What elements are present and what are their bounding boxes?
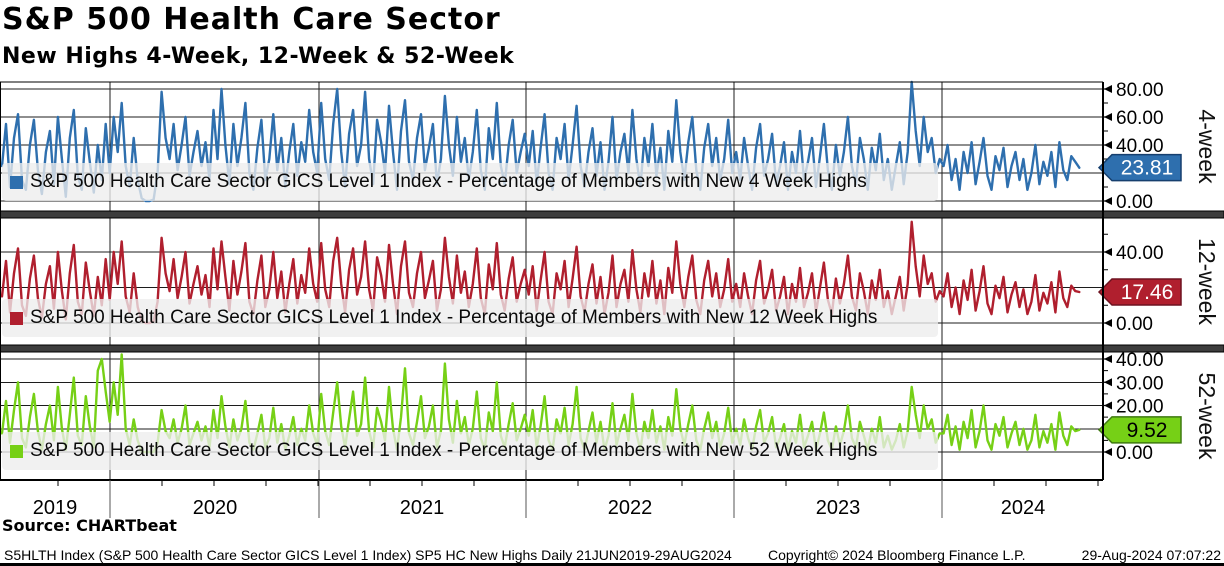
legend-label-52-week: S&P 500 Health Care Sector GICS Level 1 … <box>30 440 878 461</box>
y-axis-tick-label: 20.00 <box>1116 397 1164 418</box>
last-value-label: 9.52 <box>1127 419 1168 442</box>
x-axis-year-label: 2023 <box>816 497 861 519</box>
axis-tick-arrow-icon <box>1104 85 1112 93</box>
axis-tick-arrow-icon <box>1104 448 1112 456</box>
series-line-52-week <box>0 353 1081 454</box>
axis-tick-arrow-icon <box>1104 401 1112 410</box>
y-axis-tick-label: 40.00 <box>1116 136 1164 157</box>
x-axis-year-label: 2019 <box>33 497 78 519</box>
y-axis-tick-label: 0.00 <box>1116 314 1153 335</box>
legend-label-4-week: S&P 500 Health Care Sector GICS Level 1 … <box>30 171 867 192</box>
panel-axis-title: 12-week <box>1194 238 1220 325</box>
y-axis-tick-label: 60.00 <box>1116 108 1164 129</box>
series-line-4-week <box>0 80 1081 203</box>
y-axis-tick-label: 40.00 <box>1116 350 1164 371</box>
copyright-notice: Copyright© 2024 Bloomberg Finance L.P. <box>768 547 1026 563</box>
axis-tick-arrow-icon <box>1104 248 1112 256</box>
timestamp: 29-Aug-2024 07:07:22 <box>1081 547 1221 563</box>
panel-separator <box>0 210 1224 219</box>
axis-tick-arrow-icon <box>1104 319 1112 327</box>
x-axis-year-label: 2024 <box>1001 497 1046 519</box>
panel-separator <box>0 344 1224 353</box>
y-axis-tick-label: 40.00 <box>1116 243 1164 264</box>
axis-tick-arrow-icon <box>1104 197 1112 205</box>
axis-tick-arrow-icon <box>1104 141 1112 149</box>
legend-4-week: S&P 500 Health Care Sector GICS Level 1 … <box>2 163 938 201</box>
page-subtitle: New Highs 4-Week, 12-Week & 52-Week <box>2 44 515 69</box>
security-description: S5HLTH Index (S&P 500 Health Care Sector… <box>4 547 732 563</box>
y-axis-tick-label: 30.00 <box>1116 373 1164 394</box>
legend-swatch-blue-icon <box>10 175 23 189</box>
y-axis-tick-label: 80.00 <box>1116 80 1164 101</box>
x-axis-year-label: 2021 <box>400 497 445 519</box>
last-value-badge <box>1097 416 1182 444</box>
axis-tick-arrow-icon <box>1104 355 1112 363</box>
page-title: S&P 500 Health Care Sector <box>2 2 501 37</box>
last-value-badge <box>1097 153 1182 182</box>
y-axis-tick-label: 0.00 <box>1116 192 1153 213</box>
legend-12-week: S&P 500 Health Care Sector GICS Level 1 … <box>2 299 938 337</box>
series-line-12-week <box>0 220 1081 325</box>
axis-tick-arrow-icon <box>1104 113 1112 121</box>
legend-label-12-week: S&P 500 Health Care Sector GICS Level 1 … <box>30 307 878 328</box>
last-value-badge <box>1097 278 1182 306</box>
y-axis-tick-label: 0.00 <box>1116 443 1153 464</box>
status-bar: S5HLTH Index (S&P 500 Health Care Sector… <box>0 546 1224 563</box>
legend-52-week: S&P 500 Health Care Sector GICS Level 1 … <box>2 432 938 470</box>
bottom-divider <box>0 563 1224 566</box>
last-value-label: 23.81 <box>1121 157 1174 180</box>
x-axis-year-label: 2022 <box>608 497 653 519</box>
source-line: Source: CHARTbeat <box>2 516 177 535</box>
panel-axis-title: 4-week <box>1194 109 1220 184</box>
legend-swatch-red-icon <box>10 311 23 325</box>
axis-tick-arrow-icon <box>1104 378 1112 387</box>
legend-swatch-green-icon <box>10 444 23 458</box>
last-value-label: 17.46 <box>1121 281 1174 304</box>
panel-axis-title: 52-week <box>1194 373 1220 460</box>
x-axis-year-label: 2020 <box>193 497 238 519</box>
